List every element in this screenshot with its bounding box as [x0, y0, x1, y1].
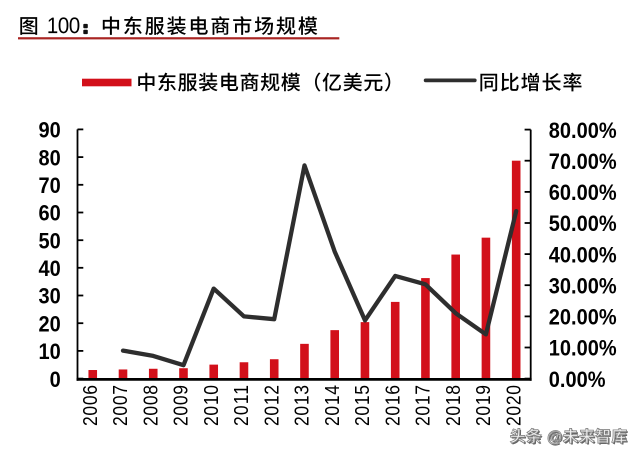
- svg-text:40.00%: 40.00%: [549, 242, 617, 267]
- svg-text:2020: 2020: [503, 385, 525, 426]
- svg-text:50.00%: 50.00%: [549, 211, 617, 236]
- svg-text:70.00%: 70.00%: [549, 149, 617, 174]
- svg-text:2006: 2006: [80, 385, 102, 426]
- svg-text:70: 70: [38, 173, 60, 198]
- svg-text:2008: 2008: [140, 385, 162, 426]
- svg-text:10: 10: [38, 339, 60, 364]
- svg-text:2010: 2010: [201, 385, 223, 426]
- svg-text:2013: 2013: [292, 385, 314, 426]
- svg-text:2012: 2012: [261, 385, 283, 426]
- svg-text:30.00%: 30.00%: [549, 273, 617, 298]
- svg-text:0: 0: [50, 367, 61, 392]
- svg-text:90: 90: [38, 117, 60, 142]
- svg-text:60: 60: [38, 201, 60, 226]
- svg-text:2017: 2017: [412, 385, 434, 426]
- svg-text:30: 30: [38, 284, 60, 309]
- svg-text:80: 80: [38, 145, 60, 170]
- svg-text:40: 40: [38, 256, 60, 281]
- svg-text:2018: 2018: [443, 385, 465, 426]
- svg-text:2009: 2009: [171, 385, 193, 426]
- svg-text:2015: 2015: [352, 385, 374, 426]
- svg-text:10.00%: 10.00%: [549, 336, 617, 361]
- svg-text:20.00%: 20.00%: [549, 304, 617, 329]
- svg-text:80.00%: 80.00%: [549, 118, 617, 143]
- svg-text:2007: 2007: [110, 385, 132, 426]
- svg-text:20: 20: [38, 311, 60, 336]
- svg-text:60.00%: 60.00%: [549, 180, 617, 205]
- svg-text:2019: 2019: [473, 385, 495, 426]
- svg-text:50: 50: [38, 228, 60, 253]
- svg-text:2016: 2016: [382, 385, 404, 426]
- svg-text:0.00%: 0.00%: [549, 367, 606, 392]
- svg-text:2014: 2014: [322, 385, 344, 426]
- svg-text:2011: 2011: [231, 385, 253, 426]
